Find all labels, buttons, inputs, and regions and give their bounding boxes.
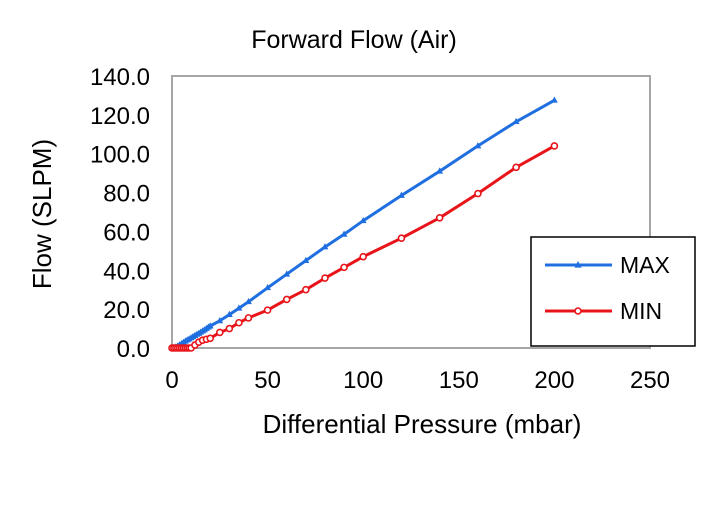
data-point-max: [340, 230, 348, 237]
data-point-min: [244, 314, 253, 322]
x-tick-label: 200: [534, 367, 574, 394]
y-tick-label: 60.0: [103, 219, 150, 246]
data-point-min: [225, 324, 234, 333]
data-point-max: [283, 270, 291, 277]
data-point-min: [435, 214, 444, 222]
data-point-max: [359, 216, 367, 224]
data-point-max: [436, 167, 444, 174]
data-point-max: [321, 243, 329, 250]
data-point-min: [302, 285, 310, 294]
x-tick-label: 50: [254, 367, 281, 394]
data-point-min: [550, 142, 559, 150]
data-point-min: [512, 163, 520, 172]
y-tick-label: 100.0: [90, 142, 150, 169]
chart-title: Forward Flow (Air): [251, 26, 457, 54]
x-tick-label: 250: [630, 367, 670, 394]
data-point-min: [282, 295, 291, 304]
data-point-min: [263, 306, 272, 314]
legend-label-min: MIN: [620, 298, 662, 324]
data-point-min: [216, 328, 224, 337]
data-point-max: [245, 297, 252, 305]
data-point-min: [321, 274, 329, 282]
y-tick-label: 120.0: [90, 103, 150, 130]
y-tick-label: 140.0: [90, 64, 150, 91]
data-point-max: [235, 304, 243, 311]
y-axis-title: Flow (SLPM): [27, 139, 57, 289]
x-tick-label: 100: [343, 367, 383, 394]
legend: MAX MIN: [530, 236, 696, 347]
data-point-min: [359, 252, 368, 261]
data-point-max: [551, 96, 558, 103]
y-tick-label: 0.0: [117, 336, 150, 363]
data-point-max: [225, 310, 233, 317]
x-tick-label: 0: [165, 367, 178, 394]
legend-marker-min: [574, 307, 582, 315]
y-tick-label: 80.0: [103, 181, 150, 208]
data-point-min: [340, 263, 348, 272]
legend-label-max: MAX: [620, 252, 670, 278]
data-point-min: [474, 189, 482, 198]
data-point-min: [206, 334, 215, 343]
data-point-min: [235, 318, 243, 327]
legend-box: [530, 236, 696, 347]
data-point-max: [216, 317, 224, 324]
y-tick-label: 40.0: [103, 258, 150, 285]
x-axis-title: Differential Pressure (mbar): [263, 409, 582, 439]
x-tick-label: 150: [439, 367, 479, 394]
data-point-max: [302, 256, 310, 263]
data-point-max: [398, 191, 405, 198]
data-point-max: [474, 142, 482, 149]
legend-marker-max: [574, 261, 582, 268]
y-tick-label: 20.0: [103, 297, 150, 324]
data-point-min: [397, 234, 406, 243]
data-point-max: [512, 117, 520, 125]
data-point-max: [264, 283, 271, 291]
data-point-max: [206, 322, 214, 329]
series-layer: [168, 96, 559, 352]
axis-ticks: 0 50 100 150 200 250 0.0 20.0 40.0 60.0 80.0 100.0 1…: [90, 64, 670, 394]
